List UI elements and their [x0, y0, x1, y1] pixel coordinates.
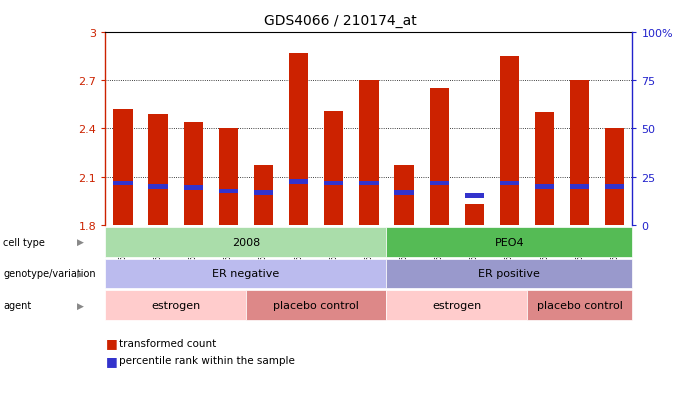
Bar	[430, 89, 449, 225]
Text: ■: ■	[105, 337, 117, 350]
Text: placebo control: placebo control	[537, 301, 623, 311]
Bar	[430, 181, 449, 186]
Bar	[219, 129, 238, 225]
Bar	[289, 180, 308, 184]
Bar	[254, 191, 273, 195]
Bar	[148, 115, 168, 225]
Text: ■: ■	[105, 354, 117, 367]
Text: ▶: ▶	[77, 301, 84, 310]
Text: estrogen: estrogen	[151, 301, 201, 311]
Bar	[148, 184, 168, 189]
Text: cell type: cell type	[3, 237, 46, 247]
Bar	[464, 194, 484, 199]
Text: ▶: ▶	[77, 237, 84, 247]
Bar	[535, 184, 554, 189]
Text: PEO4: PEO4	[494, 237, 524, 247]
Text: percentile rank within the sample: percentile rank within the sample	[119, 356, 295, 366]
Bar	[570, 184, 590, 189]
Bar	[254, 166, 273, 225]
Text: ER negative: ER negative	[212, 269, 279, 279]
Text: ER positive: ER positive	[479, 269, 541, 279]
Bar	[500, 57, 519, 225]
Bar	[394, 191, 413, 195]
Text: transformed count: transformed count	[119, 338, 216, 348]
Text: genotype/variation: genotype/variation	[3, 269, 96, 279]
Text: GDS4066 / 210174_at: GDS4066 / 210174_at	[264, 14, 416, 28]
Text: 2008: 2008	[232, 237, 260, 247]
Bar	[184, 186, 203, 191]
Bar	[359, 181, 379, 186]
Bar	[605, 129, 624, 225]
Bar	[605, 184, 624, 189]
Bar	[114, 110, 133, 225]
Bar	[535, 113, 554, 225]
Bar	[114, 181, 133, 186]
Bar	[464, 204, 484, 225]
Bar	[394, 166, 413, 225]
Bar	[570, 81, 590, 225]
Text: estrogen: estrogen	[432, 301, 481, 311]
Text: ▶: ▶	[77, 269, 84, 278]
Bar	[324, 181, 343, 186]
Text: placebo control: placebo control	[273, 301, 359, 311]
Bar	[359, 81, 379, 225]
Bar	[324, 112, 343, 225]
Bar	[184, 123, 203, 225]
Text: agent: agent	[3, 301, 32, 311]
Bar	[219, 189, 238, 194]
Bar	[289, 54, 308, 225]
Bar	[500, 181, 519, 186]
